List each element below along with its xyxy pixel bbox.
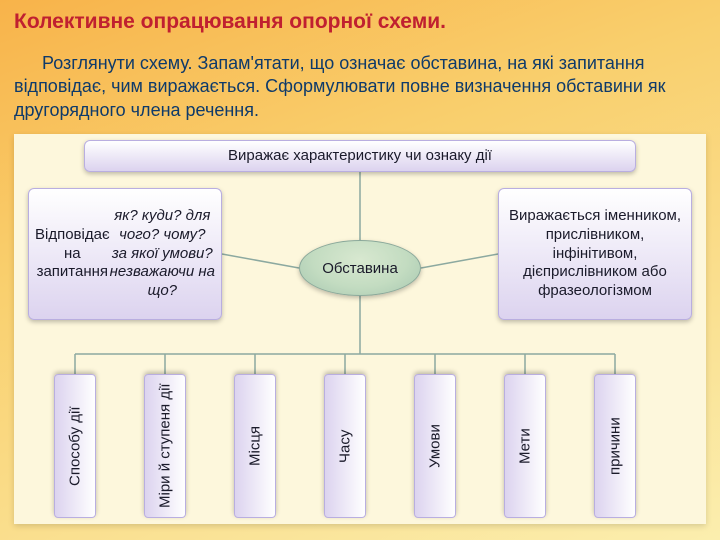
top-box: Виражає характеристику чи ознаку дії: [84, 140, 636, 172]
child-box-5: Мети: [504, 374, 546, 518]
page-title: Колективне опрацювання опорної схеми.: [14, 10, 446, 34]
center-node: Обставина: [299, 240, 421, 296]
child-box-4: Умови: [414, 374, 456, 518]
child-box-0: Способу дії: [54, 374, 96, 518]
left-box: Відповідає на запитання як? куди? для чо…: [28, 188, 222, 320]
intro-paragraph: Розглянути схему. Запам'ятати, що означа…: [14, 52, 706, 122]
child-box-3: Часу: [324, 374, 366, 518]
child-box-6: причини: [594, 374, 636, 518]
right-box: Виражається іменником, прислівником, інф…: [498, 188, 692, 320]
child-box-2: Місця: [234, 374, 276, 518]
diagram-container: Виражає характеристику чи ознаку дії Відп…: [14, 134, 706, 524]
child-box-1: Міри й ступеня дії: [144, 374, 186, 518]
